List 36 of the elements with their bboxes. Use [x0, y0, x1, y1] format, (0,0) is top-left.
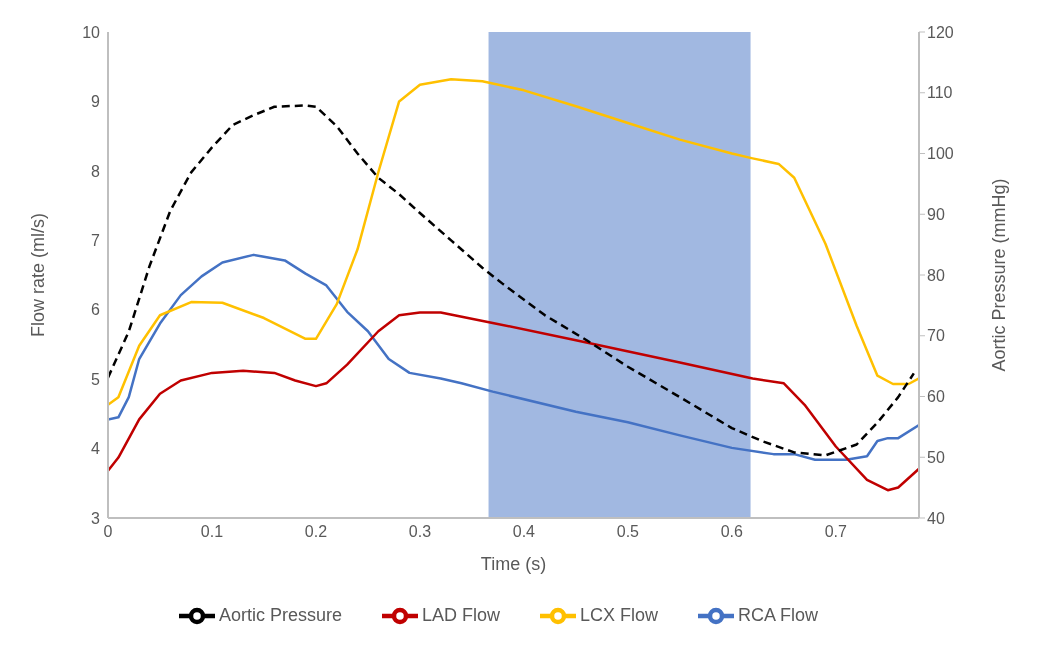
y-tick-label: 3: [91, 509, 101, 527]
x-axis-title: Time (s): [480, 554, 547, 574]
y2-tick-label: 50: [927, 448, 945, 466]
y-tick-label: 5: [91, 370, 101, 388]
line-series: [108, 253, 919, 461]
y2-tick-label: 100: [927, 145, 954, 163]
y2-tick-label: 40: [927, 509, 945, 527]
legend-label: LAD Flow: [421, 604, 501, 625]
x-tick-label: 0.2: [304, 523, 328, 541]
y2-tick-label: 60: [927, 388, 945, 406]
y2-tick-label: 90: [927, 205, 945, 223]
y2-axis-title: Aortic Pressure (mmHg): [989, 178, 1010, 372]
y2-tick-label: 110: [927, 84, 953, 102]
y-tick-label: 8: [91, 162, 101, 180]
y2-tick-label: 80: [927, 266, 945, 284]
x-tick-label: 0.6: [720, 523, 744, 541]
x-tick-label: 0.7: [824, 523, 848, 541]
legend-label: Aortic Pressure: [218, 604, 342, 625]
y-tick-label: 6: [91, 301, 101, 319]
legend-label: RCA Flow: [738, 604, 819, 625]
x-tick-label: 0.5: [616, 523, 640, 541]
line-series: [108, 311, 919, 492]
x-tick-label: 0.4: [512, 523, 536, 541]
y2-tick-label: 120: [927, 23, 954, 41]
x-tick-label: 0: [103, 523, 113, 541]
legend-label: LCX Flow: [580, 604, 659, 625]
line-series: [108, 77, 919, 407]
x-tick-label: 0.1: [200, 523, 224, 541]
x-tick-label: 0.3: [408, 523, 432, 541]
line-series: [108, 104, 916, 457]
y-tick-label: 7: [91, 231, 101, 249]
y-axis-title: Flow rate (ml/s): [28, 212, 49, 338]
y-tick-label: 10: [82, 23, 101, 41]
y-tick-label: 4: [91, 440, 101, 458]
y2-tick-label: 70: [927, 327, 945, 345]
y-tick-label: 9: [91, 93, 101, 111]
